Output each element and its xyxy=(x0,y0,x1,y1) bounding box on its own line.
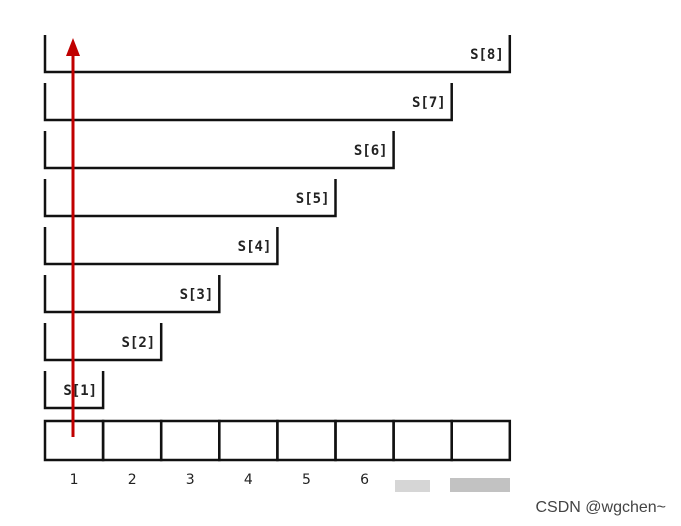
cell-label: 5 xyxy=(302,472,311,488)
cell-label: 1 xyxy=(70,472,79,488)
bracket xyxy=(43,35,512,74)
cell-label: 6 xyxy=(360,472,369,488)
bracket xyxy=(43,83,453,122)
bracket-label: S[4] xyxy=(238,239,272,255)
bracket xyxy=(43,227,279,266)
cell-label: 4 xyxy=(244,472,253,488)
cell-label: 2 xyxy=(128,472,137,488)
bracket xyxy=(43,275,221,314)
blur xyxy=(395,480,430,492)
bracket-label: S[5] xyxy=(296,191,330,207)
bracket xyxy=(43,179,337,218)
bracket-label: S[7] xyxy=(412,95,446,111)
arrow-head xyxy=(66,38,80,56)
bracket-label: S[2] xyxy=(121,335,155,351)
bracket-label: S[6] xyxy=(354,143,388,159)
bracket-label: S[3] xyxy=(180,287,214,303)
bracket xyxy=(43,323,163,362)
blur xyxy=(450,478,510,492)
cell-label: 3 xyxy=(186,472,195,488)
brackets: S[1] S[2] S[3] S[4] S[5] S[6] S[7] S[8] xyxy=(43,35,512,410)
cell xyxy=(450,419,512,462)
array-cells: 1 2 3 4 5 6 xyxy=(43,419,512,488)
bracket-label: S[1] xyxy=(63,383,97,399)
bracket xyxy=(43,131,395,170)
bracket-label: S[8] xyxy=(470,47,504,63)
watermark: CSDN @wgchen~ xyxy=(535,499,666,516)
